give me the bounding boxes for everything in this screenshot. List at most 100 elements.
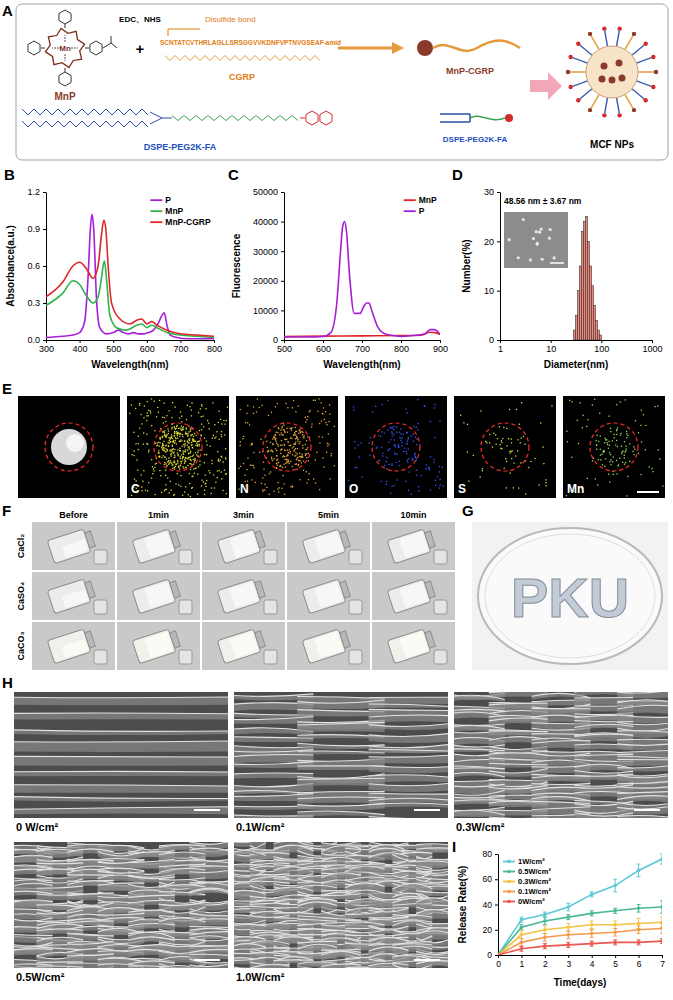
eds-dot bbox=[163, 448, 164, 449]
eds-dot bbox=[243, 463, 244, 464]
micelle-head bbox=[644, 98, 648, 102]
tick-mark bbox=[662, 955, 663, 958]
eds-dot bbox=[408, 490, 409, 491]
eds-dot bbox=[167, 428, 168, 429]
eds-dot bbox=[253, 413, 254, 414]
eds-dot bbox=[129, 413, 130, 414]
eds-dot bbox=[174, 457, 175, 458]
legend-swatch bbox=[150, 210, 162, 212]
eds-dot bbox=[191, 488, 192, 489]
eds-dot bbox=[161, 457, 162, 458]
sem-edge bbox=[489, 703, 548, 705]
eds-dot bbox=[187, 450, 188, 451]
lipid-chain bbox=[22, 109, 148, 115]
sem-sheet bbox=[14, 807, 228, 815]
eds-dot bbox=[189, 459, 190, 460]
vial-cap bbox=[170, 581, 181, 598]
eds-dot bbox=[334, 465, 335, 466]
tick-label: 800 bbox=[207, 344, 222, 354]
series-line bbox=[284, 222, 440, 337]
panel-letters: ABCDEFGHI bbox=[2, 2, 474, 855]
eds-dot bbox=[295, 448, 296, 449]
eds-dot bbox=[298, 465, 299, 466]
eds-dot bbox=[285, 403, 286, 404]
eds-dot bbox=[227, 407, 228, 408]
eds-dot bbox=[161, 492, 162, 493]
eds-dot bbox=[276, 432, 277, 433]
lipid-chain bbox=[22, 121, 148, 127]
vial-content bbox=[314, 532, 343, 558]
series-line bbox=[498, 941, 662, 955]
eds-dot bbox=[192, 434, 193, 435]
eds-dot bbox=[493, 433, 494, 434]
eds-dot bbox=[633, 446, 634, 447]
eds-dot bbox=[201, 416, 202, 417]
eds-dot bbox=[416, 444, 417, 445]
eds-dot bbox=[269, 473, 270, 474]
eds-dot bbox=[173, 448, 174, 449]
eds-dot bbox=[221, 431, 222, 432]
vial-content bbox=[314, 632, 343, 658]
eds-dot bbox=[169, 449, 170, 450]
eds-dot bbox=[513, 462, 514, 463]
micelle-chain bbox=[591, 95, 599, 109]
eds-dot bbox=[614, 434, 615, 435]
eds-dot bbox=[174, 461, 175, 462]
eds-dot bbox=[194, 433, 195, 434]
sem-edge bbox=[532, 708, 591, 710]
eds-dot bbox=[196, 443, 197, 444]
cup bbox=[349, 650, 362, 664]
eds-dot bbox=[174, 432, 175, 433]
eds-dot bbox=[292, 485, 293, 486]
eds-dot bbox=[199, 464, 200, 465]
eds-dot bbox=[185, 467, 186, 468]
legend-swatch bbox=[404, 210, 416, 212]
sem-edge bbox=[369, 798, 448, 800]
eds-dot bbox=[606, 442, 607, 443]
eds-dot bbox=[172, 438, 173, 439]
vial bbox=[132, 627, 181, 663]
sem-edge bbox=[14, 741, 228, 742]
eds-dot bbox=[282, 456, 283, 457]
eds-dot bbox=[250, 464, 251, 465]
eds-dot bbox=[242, 438, 243, 439]
eds-dot bbox=[152, 473, 153, 474]
eds-dot bbox=[486, 442, 487, 443]
eds-dot bbox=[285, 466, 286, 467]
vial-content bbox=[62, 589, 89, 608]
eds-dot bbox=[156, 463, 157, 464]
eds-dot bbox=[191, 445, 192, 446]
eds-dot bbox=[226, 493, 227, 494]
eds-dot bbox=[142, 481, 143, 482]
eds-dot bbox=[320, 402, 321, 403]
eds-dot bbox=[361, 476, 362, 477]
eds-dot bbox=[415, 453, 416, 454]
eds-dot bbox=[192, 439, 193, 440]
eds-dot bbox=[152, 466, 153, 467]
eds-dot bbox=[433, 462, 434, 463]
eds-dot bbox=[277, 459, 278, 460]
eds-dot bbox=[592, 460, 593, 461]
eds-dot bbox=[270, 471, 271, 472]
eds-dot bbox=[321, 420, 322, 421]
eds-dot bbox=[171, 453, 172, 454]
eds-dot bbox=[407, 462, 408, 463]
eds-dot bbox=[430, 456, 431, 457]
eds-dot bbox=[220, 459, 221, 460]
eds-dot bbox=[511, 442, 512, 443]
eds-dot bbox=[171, 462, 172, 463]
eds-dot bbox=[251, 443, 252, 444]
sem-sheet bbox=[617, 760, 668, 766]
eds-dot bbox=[183, 426, 184, 427]
eds-dot bbox=[187, 435, 188, 436]
tick-label: 40 bbox=[483, 900, 493, 910]
tick: 600 bbox=[140, 340, 155, 354]
eds-dot bbox=[505, 458, 506, 459]
eds-dot bbox=[261, 405, 262, 406]
eds-dot bbox=[164, 450, 165, 451]
legend-entry: 0W/cm² bbox=[503, 897, 545, 906]
eds-dot bbox=[146, 415, 147, 416]
sem-panel: 0 W/cm²0.1W/cm²0.3W/cm²0.5W/cm²1.0W/cm² bbox=[6, 688, 673, 983]
eds-dot bbox=[193, 441, 194, 442]
eds-dot bbox=[169, 492, 170, 493]
